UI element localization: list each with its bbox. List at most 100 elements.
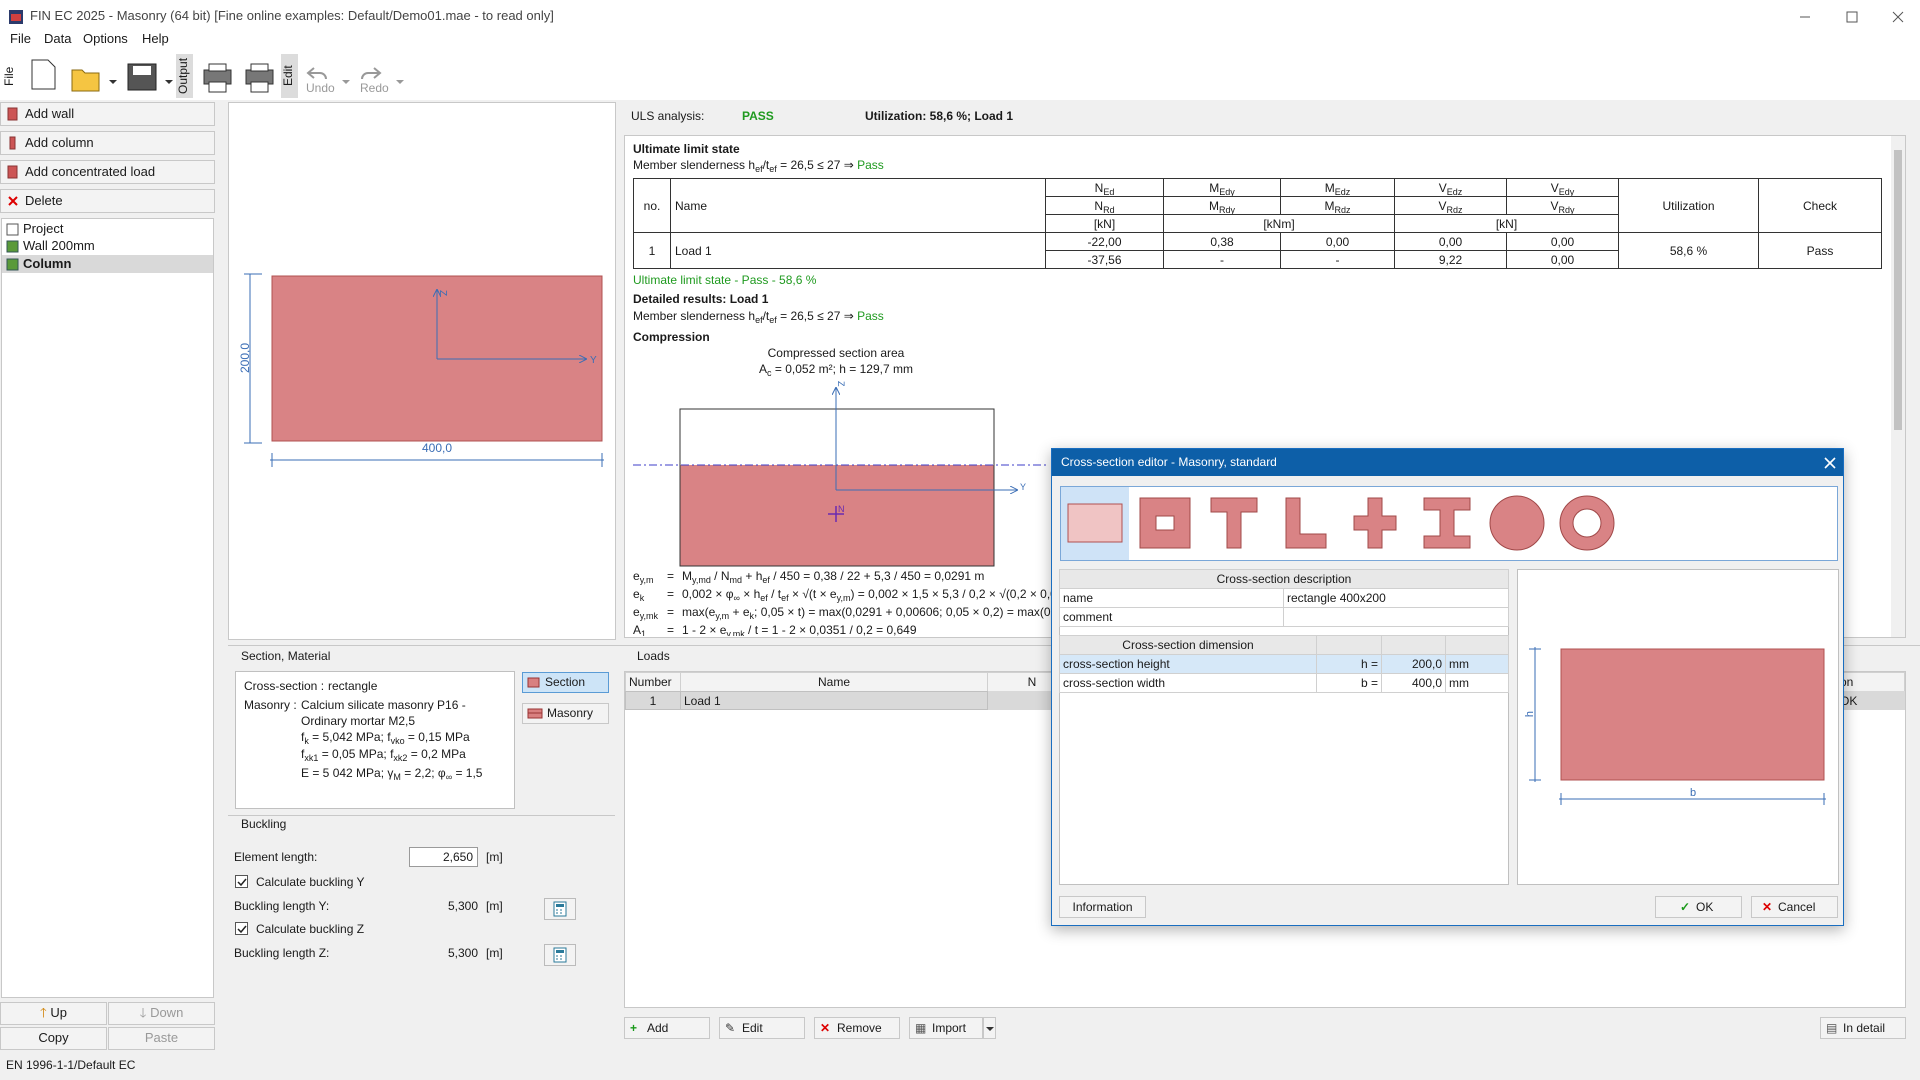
subscript: y,md — [692, 575, 711, 585]
menu-item[interactable]: Options — [83, 31, 128, 46]
table-cell: 9,22 — [1394, 250, 1507, 269]
info-value: Ordinary mortar M2,5 — [301, 714, 416, 728]
edit-button[interactable]: ✎ Edit — [719, 1017, 805, 1039]
subscript: Rdz — [1334, 204, 1351, 215]
tree-selection — [2, 255, 213, 273]
row-cell: OK — [1840, 694, 1858, 708]
subscript: ef — [769, 315, 777, 325]
subscript: ef — [755, 164, 763, 174]
grid-header: Cross-section description — [1059, 569, 1509, 589]
down-button[interactable]: 🡓 Down — [108, 1002, 215, 1025]
result-text: Pass — [857, 158, 884, 172]
checkbox[interactable] — [235, 875, 249, 889]
import-dropdown[interactable] — [983, 1017, 996, 1039]
calculator-button[interactable] — [544, 898, 576, 920]
grid-value[interactable]: rectangle 400x200 — [1283, 588, 1509, 608]
button-label: Cancel — [1778, 900, 1816, 914]
menu-item[interactable]: Data — [44, 31, 72, 46]
table-cell: 58,6 % — [1618, 232, 1759, 269]
subscript: Edy — [1558, 186, 1575, 197]
info-property: E = 5 042 MPa; γM = 2,2; φ∞ = 1,5 — [301, 765, 482, 782]
subscript: Rdy — [1218, 204, 1235, 215]
info-value: rectangle — [328, 679, 378, 693]
menu-item[interactable]: File — [10, 31, 31, 46]
grid-symbol: h = — [1316, 654, 1382, 674]
toolbar-icons[interactable] — [24, 56, 404, 100]
grid-value[interactable] — [1283, 607, 1509, 627]
masonry-button[interactable]: Masonry — [522, 703, 609, 724]
scrollbar-thumb[interactable] — [1894, 150, 1902, 430]
header-text: Cross-section description — [1216, 572, 1352, 586]
window-controls[interactable] — [1790, 6, 1915, 28]
action-button[interactable]: Delete — [0, 189, 215, 213]
grid-header — [1445, 635, 1509, 655]
cancel-button[interactable]: ✕ Cancel — [1751, 896, 1838, 918]
row-cell: 1 — [625, 691, 681, 710]
element-length-input[interactable] — [409, 847, 478, 867]
header-text: Name — [817, 675, 850, 689]
action-button[interactable]: Add concentrated load — [0, 160, 215, 184]
table-cell: -37,56 — [1045, 250, 1164, 269]
cell-text: comment — [1063, 610, 1113, 624]
table-header: VEdy — [1506, 178, 1619, 197]
text-run: e — [633, 587, 640, 601]
section-button[interactable]: Section — [522, 672, 609, 693]
table-header: MEdy — [1163, 178, 1281, 197]
tree-item[interactable]: Column — [23, 256, 72, 271]
text-run: × √(t × e — [788, 587, 837, 601]
report-heading: Ultimate limit state — [633, 142, 740, 156]
section-info-box — [235, 671, 515, 809]
copy-button[interactable]: Copy — [0, 1027, 107, 1050]
unit: [m] — [486, 946, 503, 960]
information-button[interactable]: Information — [1059, 896, 1146, 918]
text-run: M — [1209, 180, 1220, 195]
subscript: y,m — [715, 611, 730, 621]
add-button[interactable]: + Add — [624, 1017, 710, 1039]
tree-view — [1, 218, 214, 998]
tree-item[interactable]: Project — [23, 221, 64, 236]
undo-label[interactable]: Undo — [306, 81, 335, 95]
subscript: y,m — [639, 575, 654, 585]
redo-label[interactable]: Redo — [360, 81, 389, 95]
tree-item[interactable]: Wall 200mm — [23, 238, 95, 253]
shape-selector[interactable] — [1060, 486, 1838, 561]
dialog-preview: h b — [1517, 569, 1839, 885]
import-button[interactable]: ▦ Import — [909, 1017, 983, 1039]
formula-sign: = — [667, 623, 675, 636]
text-run: V — [1438, 198, 1447, 213]
grid-value[interactable]: 400,0 — [1381, 673, 1446, 693]
info-property: fxk1 = 0,05 MPa; fxk2 = 0,2 MPa — [301, 746, 466, 763]
button-label: In detail — [1843, 1021, 1886, 1035]
report-line: Member slenderness hef/tef = 26,5 ≤ 27 ⇒… — [633, 157, 884, 174]
column-header[interactable]: Name — [680, 672, 988, 692]
subscript: y,mk — [726, 629, 745, 637]
action-button[interactable]: Add column — [0, 131, 215, 155]
text-run: A — [759, 362, 768, 376]
info-value: Calcium silicate masonry P16 - — [301, 698, 466, 712]
paste-button[interactable]: Paste — [108, 1027, 215, 1050]
table-cell: 0,00 — [1280, 232, 1395, 251]
grid-value[interactable]: 200,0 — [1381, 654, 1446, 674]
unit-header: [kNm] — [1163, 214, 1395, 233]
field-label: Buckling length Y: — [234, 899, 330, 913]
dialog-title: Cross-section editor - Masonry, standard — [1061, 455, 1277, 469]
checkbox[interactable] — [235, 922, 249, 936]
table-header: NRd — [1045, 196, 1164, 215]
area-title: Compressed section area — [767, 346, 905, 360]
table-header: MRdz — [1280, 196, 1395, 215]
subscript: Rd — [1103, 204, 1115, 215]
button-label: Paste — [144, 1030, 179, 1045]
text-run: Member slenderness h — [633, 158, 756, 172]
calculator-button[interactable] — [544, 944, 576, 966]
grid-header — [1316, 635, 1382, 655]
action-button[interactable]: Add wall — [0, 102, 215, 126]
column-header[interactable]: Number — [625, 672, 681, 692]
subscript: ∞ — [733, 593, 740, 603]
ok-button[interactable]: ✓ OK — [1655, 896, 1742, 918]
detail-button[interactable]: ▤ In detail — [1820, 1017, 1906, 1039]
close-button[interactable] — [1822, 455, 1838, 471]
menu-item[interactable]: Help — [142, 31, 169, 46]
remove-button[interactable]: ✕ Remove — [814, 1017, 900, 1039]
header-text: N — [1027, 675, 1037, 689]
up-button[interactable]: 🡑 Up — [0, 1002, 107, 1025]
